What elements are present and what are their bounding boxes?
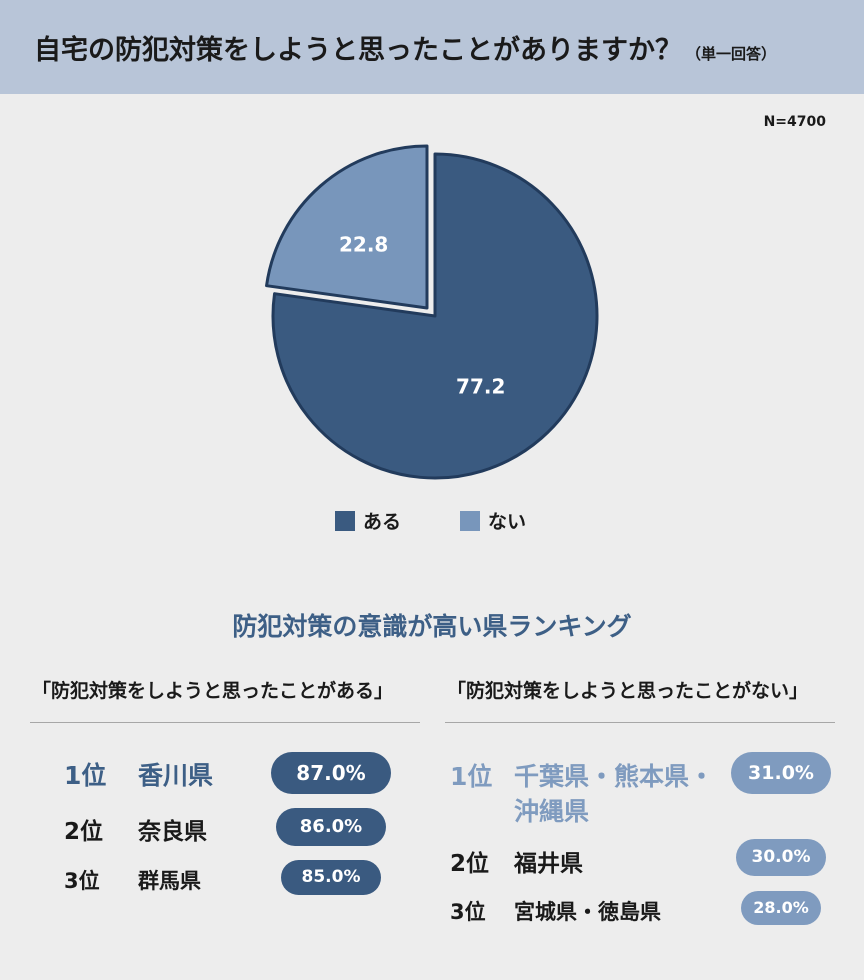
rank-position: 2位 <box>450 851 490 877</box>
pie-slice-aru <box>271 152 599 480</box>
pie-value-label: 22.8 <box>339 232 388 256</box>
pie-chart: 77.2 22.8 <box>265 144 599 480</box>
rank-position: 3位 <box>64 869 100 893</box>
ranking-column-yes: 「防犯対策をしようと思ったことがある」 <box>30 676 420 723</box>
header-banner: 自宅の防犯対策をしようと思ったことがありますか？ （単一回答） <box>0 0 864 94</box>
legend-swatch-nai <box>460 510 480 531</box>
ranking-column-no: 「防犯対策をしようと思ったことがない」 <box>445 676 835 723</box>
rank-value-pill: 31.0% <box>731 752 831 794</box>
rank-row-no-1: 1位 千葉県・熊本県・ 沖縄県 <box>450 757 740 827</box>
rank-position: 2位 <box>64 819 104 845</box>
legend-label-aru: ある <box>363 511 402 533</box>
legend-label-nai: ない <box>488 511 527 533</box>
rank-prefecture-line2: 沖縄県 <box>514 797 590 826</box>
pie-slice-nai <box>265 144 429 310</box>
sample-size: N=4700 <box>763 114 826 130</box>
rank-prefecture: 香川県 <box>138 761 214 790</box>
ranking-heading-yes: 「防犯対策をしようと思ったことがある」 <box>32 680 394 702</box>
ranking-title: 防犯対策の意識が高い県ランキング <box>232 612 632 641</box>
rank-position: 1位 <box>64 761 107 790</box>
rank-value-pill: 30.0% <box>736 839 826 876</box>
rank-value-pill: 85.0% <box>281 860 381 895</box>
divider <box>30 722 420 723</box>
legend: ある ない <box>0 507 864 534</box>
legend-item-aru: ある <box>335 507 401 534</box>
rank-prefecture: 福井県 <box>514 851 583 877</box>
pie-value-label: 77.2 <box>456 375 505 399</box>
rank-position: 1位 <box>450 762 493 791</box>
legend-swatch-aru <box>335 510 355 531</box>
divider <box>445 722 835 723</box>
legend-item-nai: ない <box>460 507 526 534</box>
rank-prefecture: 奈良県 <box>138 819 207 845</box>
rank-prefecture-line1: 千葉県・熊本県・ <box>514 762 715 791</box>
ranking-heading-no: 「防犯対策をしようと思ったことがない」 <box>447 680 809 702</box>
question-text: 自宅の防犯対策をしようと思ったことがありますか？ <box>34 35 682 66</box>
answer-type: （単一回答） <box>686 45 777 63</box>
page-title: 自宅の防犯対策をしようと思ったことがありますか？ （単一回答） <box>34 28 776 67</box>
rank-prefecture: 群馬県 <box>138 869 201 893</box>
rank-prefecture: 宮城県・徳島県 <box>514 900 661 924</box>
rank-value-pill: 86.0% <box>276 808 386 846</box>
rank-position: 3位 <box>450 900 486 924</box>
rank-value-pill: 28.0% <box>741 891 821 925</box>
rank-value-pill: 87.0% <box>271 752 391 794</box>
